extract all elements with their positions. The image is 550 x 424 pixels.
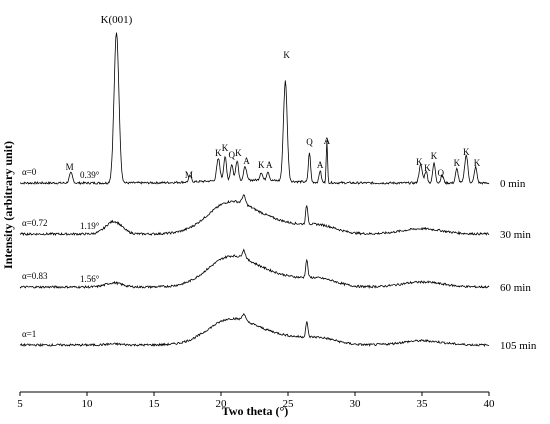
peak-label: A [317, 160, 324, 170]
peak-label: K [416, 157, 423, 167]
peak-label: Q [228, 150, 235, 160]
y-axis-title: Intensity (arbitrary unit) [1, 141, 15, 269]
peak-label: M [66, 162, 74, 172]
trace-105-min [19, 313, 490, 348]
peak-label: Q [306, 137, 313, 147]
peak-label: K [235, 148, 242, 158]
x-tick-label: 20 [216, 398, 228, 410]
peak-label: A [243, 156, 250, 166]
fwhm-label: 0.39° [80, 170, 100, 180]
trace-time-label: 105 min [500, 340, 537, 352]
peak-label: K [258, 160, 265, 170]
peak-label: A [324, 136, 331, 146]
trace-labels: 0 min α=0 0.39° 30 min α=0.72 1.19° 60 min α=0.… [22, 167, 537, 352]
peak-label: K(001) [101, 14, 133, 26]
alpha-label: α=0 [22, 167, 37, 177]
trace-60-min [19, 248, 490, 289]
peak-label: K [215, 148, 222, 158]
xrd-traces [19, 32, 490, 348]
x-tick-label: 30 [350, 398, 362, 410]
peak-label: K [283, 50, 290, 60]
trace-30-min [19, 194, 490, 237]
trace-time-label: 30 min [500, 229, 531, 241]
peak-label: K [431, 151, 438, 161]
x-tick-label: 10 [82, 398, 94, 410]
fwhm-label: 1.19° [80, 221, 100, 231]
peak-label: Q [438, 168, 445, 178]
peak-label: K [222, 143, 229, 153]
alpha-label: α=0.72 [22, 218, 48, 228]
x-axis: 5 10 15 20 25 30 35 40 [17, 391, 496, 410]
peak-label: K [424, 163, 431, 173]
x-tick-label: 15 [149, 398, 161, 410]
x-axis-title: Two theta (°) [222, 404, 289, 418]
trace-time-label: 0 min [500, 178, 526, 190]
trace-time-label: 60 min [500, 282, 531, 294]
trace-0-min [19, 32, 490, 185]
peak-label: A [266, 160, 273, 170]
peak-label: M [185, 170, 193, 180]
x-tick-label: 25 [283, 398, 295, 410]
alpha-label: α=0.83 [22, 271, 48, 281]
peak-label: K [474, 158, 481, 168]
fwhm-label: 1.56° [80, 274, 100, 284]
x-tick-label: 40 [484, 398, 496, 410]
alpha-label: α=1 [22, 329, 36, 339]
x-tick-label: 5 [17, 398, 23, 410]
peak-label: K [454, 158, 461, 168]
x-tick-label: 35 [417, 398, 429, 410]
peak-label: K [463, 147, 470, 157]
